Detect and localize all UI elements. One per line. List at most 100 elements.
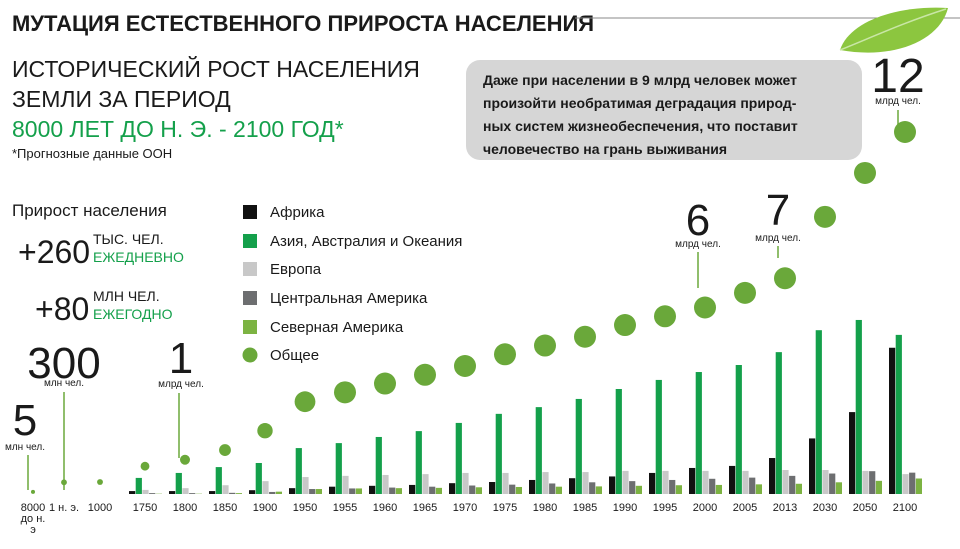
annotation-unit: млрд чел. <box>875 96 921 107</box>
total-dot <box>814 205 836 228</box>
bar <box>449 483 456 494</box>
bar <box>889 347 896 494</box>
x-tick-label: 1965 <box>412 503 438 514</box>
bar <box>435 487 442 494</box>
bar <box>515 486 522 494</box>
bar <box>389 487 396 494</box>
x-label-box: 1 н. э. <box>49 503 79 514</box>
bar <box>755 484 762 494</box>
bar <box>815 330 822 494</box>
bar <box>662 470 669 494</box>
callout-box <box>466 60 862 160</box>
total-dot <box>774 267 796 290</box>
bar <box>222 485 229 494</box>
bar <box>669 479 676 494</box>
bar <box>189 493 196 494</box>
x-tick-label: 1990 <box>612 503 638 514</box>
total-dot <box>180 454 190 465</box>
bar <box>622 470 629 494</box>
bar <box>822 470 829 494</box>
total-dot <box>334 381 356 404</box>
annotation-unit: млрд чел. <box>755 233 801 244</box>
growth-unit: МЛН ЧЕЛ. <box>93 288 160 304</box>
bar <box>789 475 796 494</box>
annotation-number: 300 <box>27 339 100 388</box>
bar <box>795 483 802 494</box>
bar <box>455 422 462 494</box>
bar <box>215 467 222 494</box>
bar <box>589 482 596 494</box>
bar <box>729 465 736 494</box>
growth-title: Прирост населения <box>12 201 167 220</box>
bar <box>329 486 336 494</box>
bar <box>209 491 216 494</box>
bar <box>169 491 176 494</box>
chart-title: МУТАЦИЯ ЕСТЕСТВЕННОГО ПРИРОСТА НАСЕЛЕНИЯ <box>12 11 594 36</box>
x-tick-label: 2100 <box>892 503 918 514</box>
x-tick-label: 2013 <box>772 503 798 514</box>
x-tick-label: 1800 <box>172 503 198 514</box>
bar <box>262 481 269 494</box>
x-tick-label: 1975 <box>492 503 518 514</box>
bar <box>875 480 882 494</box>
legend-swatch <box>243 291 257 305</box>
bar <box>902 474 909 494</box>
total-dot <box>574 325 596 348</box>
growth-value: +80 <box>35 291 89 327</box>
total-dot <box>140 461 150 471</box>
bar <box>295 448 302 494</box>
bar <box>302 477 309 494</box>
x-tick-label: 1750 <box>132 503 158 514</box>
x-tick-label: 2050 <box>852 503 878 514</box>
bar <box>342 475 349 494</box>
x-label-box: 1985 <box>572 503 598 514</box>
bar <box>715 484 722 494</box>
leaf-icon <box>840 7 948 53</box>
bar <box>275 491 282 494</box>
bar <box>149 493 156 494</box>
bar <box>769 458 776 494</box>
bar <box>135 477 142 494</box>
annotation-number: 6 <box>686 196 710 245</box>
bar <box>349 488 356 494</box>
bar <box>595 486 602 494</box>
bar <box>835 482 842 494</box>
x-label-box: 1750 <box>132 503 158 514</box>
callout-text: Даже при населении в 9 млрд человек може… <box>483 72 797 88</box>
x-label-box: 1990 <box>612 503 638 514</box>
bar <box>615 388 622 494</box>
bar <box>469 485 476 494</box>
bar <box>555 486 562 494</box>
total-dot <box>654 305 676 328</box>
leaf-vein <box>839 8 947 51</box>
x-label-box: 2100 <box>892 503 918 514</box>
bar <box>709 478 716 494</box>
bar <box>549 483 556 494</box>
bar <box>235 493 242 494</box>
bar <box>909 472 916 494</box>
x-tick-label: 1955 <box>332 503 358 514</box>
bar <box>655 379 662 494</box>
total-dot <box>734 281 756 304</box>
annotation-number: 1 <box>169 334 193 383</box>
x-tick-label: 1980 <box>532 503 558 514</box>
subtitle: ИСТОРИЧЕСКИЙ РОСТ НАСЕЛЕНИЯ <box>12 55 420 82</box>
bar <box>915 478 922 494</box>
bar <box>702 470 709 494</box>
legend-swatch <box>243 262 257 276</box>
total-dot <box>614 314 636 337</box>
total-dot <box>454 355 476 377</box>
x-tick-label: 1995 <box>652 503 678 514</box>
bar <box>782 470 789 494</box>
bar <box>129 491 136 494</box>
annotation-unit: млрд чел. <box>675 239 721 250</box>
x-tick-label: 1985 <box>572 503 598 514</box>
bar <box>409 484 416 494</box>
bar <box>229 492 236 494</box>
legend-label: Азия, Австралия и Океания <box>270 233 462 250</box>
x-tick-label: 2030 <box>812 503 838 514</box>
bar <box>415 431 422 494</box>
bar <box>775 352 782 494</box>
